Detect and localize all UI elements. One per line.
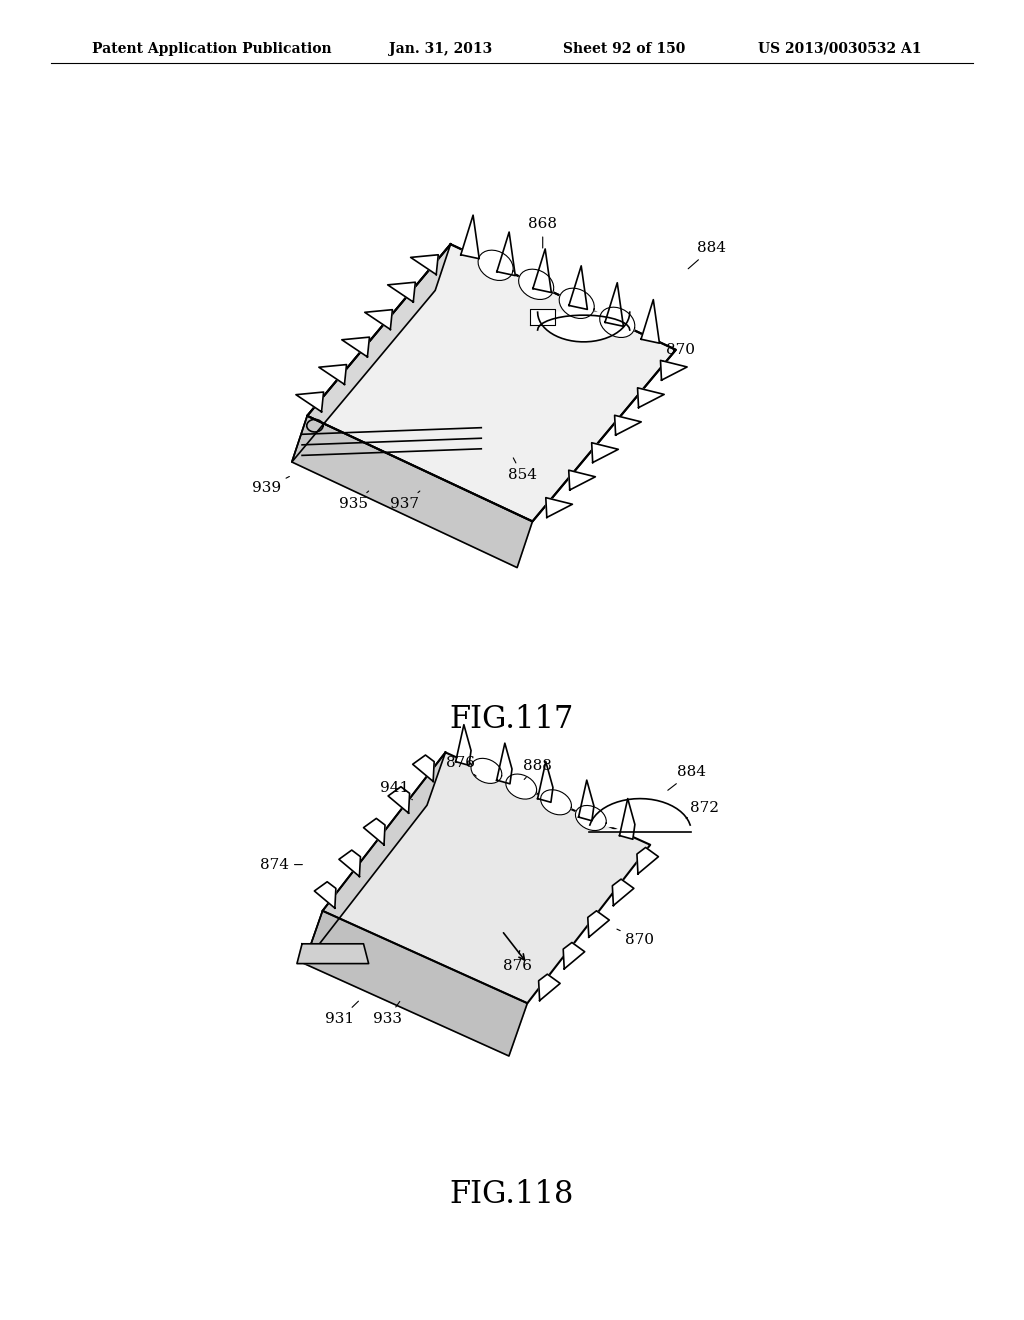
Polygon shape	[637, 847, 658, 874]
Polygon shape	[342, 337, 370, 356]
Polygon shape	[588, 911, 609, 937]
Polygon shape	[638, 388, 665, 408]
Text: Sheet 92 of 150: Sheet 92 of 150	[563, 42, 686, 55]
Text: 931: 931	[326, 1001, 358, 1026]
Text: Patent Application Publication: Patent Application Publication	[92, 42, 332, 55]
Polygon shape	[530, 309, 555, 325]
Polygon shape	[478, 249, 513, 280]
Polygon shape	[461, 215, 479, 259]
Polygon shape	[297, 944, 369, 964]
Text: 876: 876	[446, 756, 476, 776]
Polygon shape	[575, 805, 606, 830]
Text: 939: 939	[252, 477, 290, 495]
Text: 937: 937	[390, 491, 420, 511]
Polygon shape	[497, 743, 512, 784]
Polygon shape	[538, 313, 630, 342]
Polygon shape	[339, 850, 360, 876]
Polygon shape	[546, 498, 572, 517]
Polygon shape	[471, 758, 502, 783]
Polygon shape	[532, 249, 551, 293]
Polygon shape	[307, 244, 676, 521]
Polygon shape	[568, 470, 595, 490]
Polygon shape	[579, 780, 594, 821]
Text: 884: 884	[688, 242, 726, 269]
Polygon shape	[559, 288, 594, 318]
Text: FIG.117: FIG.117	[450, 704, 574, 735]
Polygon shape	[296, 392, 324, 412]
Text: 884: 884	[668, 766, 706, 791]
Polygon shape	[411, 255, 438, 275]
Text: 872: 872	[686, 801, 719, 818]
Polygon shape	[563, 942, 585, 969]
Polygon shape	[605, 282, 624, 326]
Polygon shape	[364, 818, 385, 845]
Text: 888: 888	[523, 759, 552, 779]
Polygon shape	[304, 911, 527, 1056]
Polygon shape	[506, 774, 537, 799]
Polygon shape	[292, 416, 532, 568]
Polygon shape	[660, 360, 687, 380]
Polygon shape	[641, 300, 659, 343]
Polygon shape	[614, 416, 641, 436]
Polygon shape	[569, 265, 588, 309]
Text: 935: 935	[339, 491, 369, 511]
Polygon shape	[318, 364, 346, 384]
Text: 854: 854	[508, 458, 537, 482]
Text: US 2013/0030532 A1: US 2013/0030532 A1	[758, 42, 922, 55]
Text: 868: 868	[528, 218, 557, 248]
Text: 941: 941	[380, 781, 413, 800]
Text: 933: 933	[373, 1002, 401, 1026]
Polygon shape	[456, 725, 471, 766]
Polygon shape	[388, 282, 416, 302]
Polygon shape	[541, 789, 571, 814]
Polygon shape	[600, 308, 635, 338]
Polygon shape	[314, 882, 336, 908]
Text: 870: 870	[616, 929, 654, 946]
Text: Jan. 31, 2013: Jan. 31, 2013	[389, 42, 493, 55]
Text: 876: 876	[503, 950, 531, 973]
Polygon shape	[292, 244, 451, 462]
Polygon shape	[365, 310, 392, 330]
Text: 870: 870	[663, 343, 695, 362]
Text: 874: 874	[260, 858, 302, 871]
Text: FIG.118: FIG.118	[450, 1179, 574, 1210]
Polygon shape	[497, 232, 515, 276]
Polygon shape	[388, 787, 410, 813]
Polygon shape	[304, 752, 445, 964]
Polygon shape	[539, 974, 560, 1001]
Polygon shape	[518, 269, 554, 300]
Polygon shape	[592, 442, 618, 462]
Polygon shape	[323, 752, 650, 1003]
Polygon shape	[612, 879, 634, 906]
Polygon shape	[413, 755, 434, 781]
Polygon shape	[589, 799, 691, 832]
Polygon shape	[538, 762, 553, 803]
Polygon shape	[620, 799, 635, 840]
